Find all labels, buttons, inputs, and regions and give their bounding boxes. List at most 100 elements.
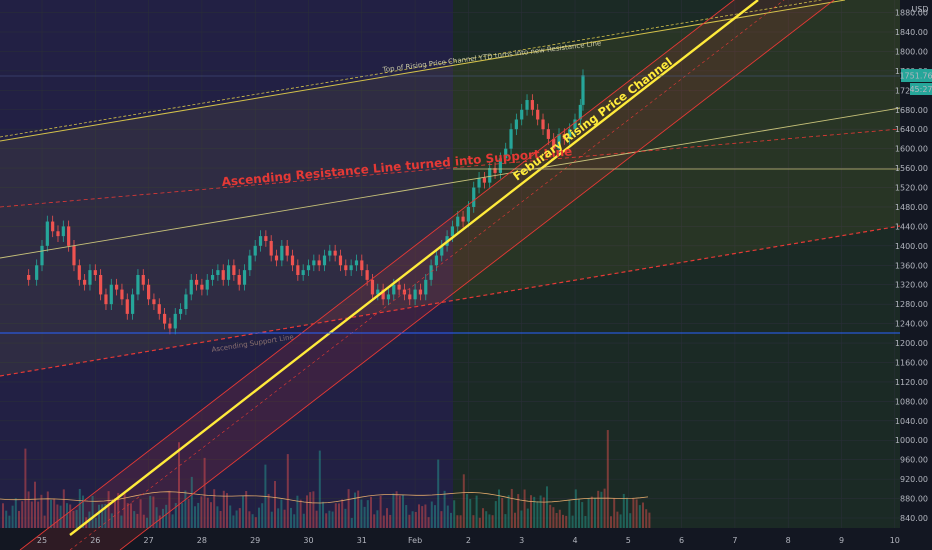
candle-body [562, 134, 566, 139]
candle-body [557, 134, 561, 149]
candle-body [578, 104, 582, 120]
candle-body [333, 250, 337, 256]
volume-bar [184, 490, 187, 528]
background-time-axis [0, 528, 932, 550]
volume-bar [498, 489, 500, 528]
volume-bar [411, 511, 414, 528]
volume-bar [110, 513, 113, 528]
y-tick-label: 1840.00 [895, 28, 928, 37]
y-tick-label: 1880.00 [895, 9, 928, 18]
volume-bar [229, 505, 232, 528]
candle-body [418, 289, 423, 295]
volume-bar [539, 495, 542, 528]
candle-body [376, 289, 380, 295]
candle-body [354, 260, 359, 266]
volume-bar [181, 503, 184, 528]
candle-body [226, 265, 231, 280]
y-tick-label: 880.00 [900, 495, 928, 504]
volume-bar [136, 513, 139, 528]
y-tick-label: 1080.00 [895, 397, 928, 406]
candle-body [568, 129, 572, 139]
x-tick-label: 30 [303, 536, 313, 545]
candle-body [253, 245, 257, 256]
volume-bar [149, 495, 152, 528]
y-tick-label: 920.00 [900, 475, 928, 484]
candle-body [232, 265, 236, 275]
volume-bar [296, 495, 299, 528]
candle-body [472, 187, 476, 207]
volume-bar [50, 499, 52, 528]
volume-bar [571, 515, 574, 528]
volume-bar [501, 498, 504, 528]
y-tick-label: 1480.00 [895, 203, 928, 212]
volume-bar [450, 512, 452, 528]
candle-body [274, 255, 279, 261]
volume-bar [379, 495, 382, 528]
candle-body [322, 255, 327, 266]
volume-bar [648, 512, 651, 528]
countdown-tag [910, 83, 932, 95]
candle-body [120, 289, 124, 300]
volume-bar [168, 490, 171, 528]
candle-body [413, 289, 417, 300]
volume-bar [360, 499, 363, 528]
volume-bar [616, 511, 619, 528]
volume-bar [94, 517, 97, 528]
y-tick-label: 1600.00 [895, 145, 928, 154]
volume-bar [213, 489, 216, 528]
volume-bar [238, 508, 241, 528]
volume-bar [565, 515, 568, 528]
volume-bar [286, 454, 289, 528]
candle-body [136, 275, 140, 295]
volume-ma-line [0, 491, 649, 504]
volume-bar [574, 489, 577, 528]
candle-body [482, 177, 486, 183]
candle-body [525, 100, 529, 110]
candle-body [205, 279, 209, 290]
y-tick-label: 1360.00 [895, 261, 928, 270]
volume-bar [11, 505, 14, 528]
volume-bar [427, 517, 430, 528]
candle-body [381, 289, 385, 300]
volume-bar [203, 457, 206, 528]
volume-bar [597, 490, 600, 528]
volume-bar [430, 501, 433, 528]
y-tick-label: 1000.00 [895, 436, 928, 445]
volume-bar [56, 504, 59, 528]
volume-bar [34, 481, 36, 528]
volume-bar [555, 513, 558, 528]
candle-body [194, 279, 199, 285]
y-tick-label: 1400.00 [895, 242, 928, 251]
volume-bar [613, 498, 616, 528]
volume-bar [43, 515, 46, 528]
volume-bar [389, 514, 392, 528]
candle-body [285, 245, 289, 256]
volume-bar [62, 489, 65, 528]
x-tick-label: 25 [37, 536, 47, 545]
y-tick-label: 1040.00 [895, 417, 928, 426]
x-tick-label: 7 [732, 536, 737, 545]
volume-bar [456, 515, 459, 528]
volume-bar [216, 506, 219, 528]
volume-bar [18, 510, 20, 528]
volume-bar [21, 501, 24, 528]
volume-bar [514, 512, 516, 528]
volume-bar [520, 510, 523, 528]
candle-layer [27, 69, 585, 335]
volume-bar [606, 430, 609, 528]
volume-bar [302, 513, 305, 528]
volume-bar [194, 506, 196, 528]
candle-body [157, 304, 161, 314]
x-tick-label: 4 [572, 536, 577, 545]
candle-body [77, 265, 81, 280]
candle-body [541, 119, 545, 130]
volume-bar [338, 503, 340, 528]
candle-body [581, 75, 585, 105]
volume-bar [462, 474, 465, 528]
volume-bar [133, 511, 136, 528]
candle-body [115, 284, 119, 290]
volume-bar [552, 507, 555, 528]
volume-bar [610, 516, 612, 528]
volume-bar [270, 511, 273, 528]
